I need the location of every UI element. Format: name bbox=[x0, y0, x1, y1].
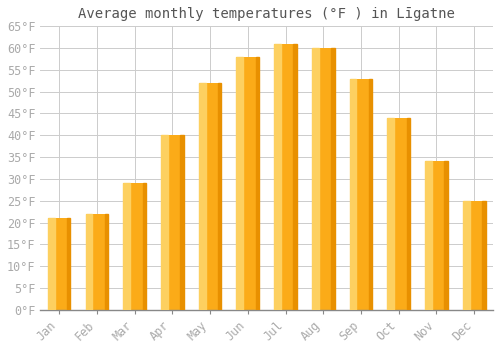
Bar bbox=[463, 201, 469, 310]
Bar bbox=[142, 183, 146, 310]
Bar bbox=[180, 135, 184, 310]
Bar bbox=[256, 57, 259, 310]
Bar bbox=[425, 161, 432, 310]
Bar bbox=[48, 218, 70, 310]
Bar bbox=[236, 57, 244, 310]
Bar bbox=[199, 83, 205, 310]
Bar bbox=[161, 135, 184, 310]
Bar bbox=[124, 183, 130, 310]
Title: Average monthly temperatures (°F ) in Līgatne: Average monthly temperatures (°F ) in Lī… bbox=[78, 7, 455, 21]
Bar bbox=[218, 83, 222, 310]
Bar bbox=[199, 83, 222, 310]
Bar bbox=[86, 214, 92, 310]
Bar bbox=[406, 118, 410, 310]
Bar bbox=[86, 214, 108, 310]
Bar bbox=[388, 118, 410, 310]
Bar bbox=[388, 118, 394, 310]
Bar bbox=[124, 183, 146, 310]
Bar bbox=[331, 48, 334, 310]
Bar bbox=[350, 79, 372, 310]
Bar bbox=[425, 161, 448, 310]
Bar bbox=[274, 44, 297, 310]
Bar bbox=[294, 44, 297, 310]
Bar bbox=[369, 79, 372, 310]
Bar bbox=[161, 135, 168, 310]
Bar bbox=[274, 44, 281, 310]
Bar bbox=[482, 201, 486, 310]
Bar bbox=[312, 48, 334, 310]
Bar bbox=[236, 57, 259, 310]
Bar bbox=[444, 161, 448, 310]
Bar bbox=[67, 218, 70, 310]
Bar bbox=[350, 79, 356, 310]
Bar bbox=[105, 214, 108, 310]
Bar bbox=[48, 218, 54, 310]
Bar bbox=[463, 201, 485, 310]
Bar bbox=[312, 48, 318, 310]
